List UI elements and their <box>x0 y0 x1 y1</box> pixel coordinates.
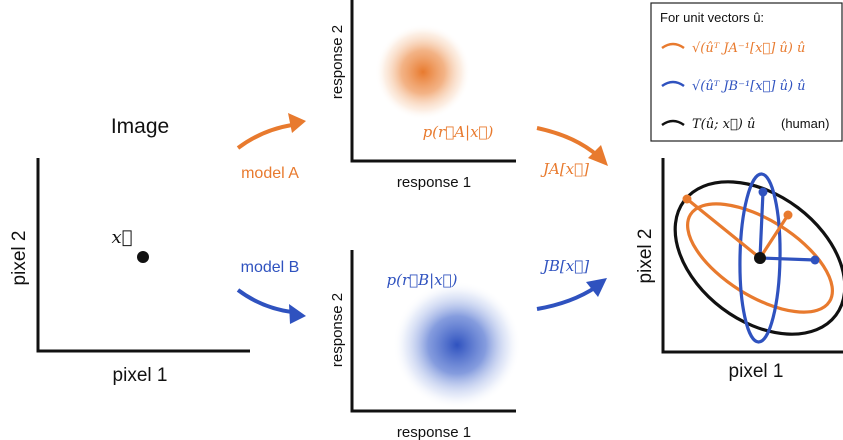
legend-entry-b: √(ûᵀ JB⁻¹[x⃗] û) û <box>692 79 806 94</box>
image-axes <box>36 158 250 353</box>
response-panel-b: response 1 response 2 p(r⃗B|x⃗) <box>329 250 521 440</box>
image-point <box>137 251 149 263</box>
result-center-point <box>754 252 766 264</box>
distribution-a-blob <box>375 24 471 120</box>
model-b-vector-2 <box>759 256 816 262</box>
image-ylabel: pixel 2 <box>9 231 30 286</box>
response-b-xlabel: response 1 <box>397 424 471 440</box>
legend-entry-a: √(ûᵀ JA⁻¹[x⃗] û) û <box>692 41 805 56</box>
image-xlabel: pixel 1 <box>113 365 168 386</box>
model-a-arrow: model A <box>236 113 306 182</box>
distribution-a-label: p(r⃗A|x⃗) <box>423 123 494 141</box>
jacobian-a-arrowhead <box>588 145 608 166</box>
legend-swatch-b <box>661 80 685 88</box>
legend-entry-human: T(û; x⃗) û <box>692 117 755 132</box>
model-b-vector-tip-1 <box>758 187 768 197</box>
legend-swatch-a <box>661 42 685 50</box>
model-a-vector-1 <box>685 197 762 260</box>
model-a-arrowhead <box>288 113 306 133</box>
model-a-vector-2 <box>758 214 790 259</box>
result-xlabel: pixel 1 <box>729 361 784 382</box>
result-axes <box>661 158 843 354</box>
response-a-axes <box>350 0 516 163</box>
model-a-label: model A <box>241 165 299 182</box>
legend-box <box>650 2 843 142</box>
distribution-b-label: p(r⃗B|x⃗) <box>386 271 457 289</box>
result-ylabel: pixel 2 <box>635 229 656 284</box>
legend-title: For unit vectors û: <box>660 10 764 25</box>
response-a-ylabel: response 2 <box>329 25 346 99</box>
model-b-vector-tip-2 <box>810 255 820 265</box>
model-a-vector-tip-2 <box>783 210 793 220</box>
jacobian-a-label: JA[x⃗] <box>540 160 589 178</box>
response-panel-a: response 1 response 2 p(r⃗A|x⃗) <box>329 0 516 191</box>
jacobian-b-arrow: JB[x⃗] <box>536 257 607 311</box>
jacobian-a-arrow: JA[x⃗] <box>536 126 608 178</box>
legend-swatch-human <box>661 119 685 127</box>
image-panel: Image pixel 1 pixel 2 x⃗ <box>9 115 250 386</box>
image-point-label: x⃗ <box>112 227 133 248</box>
response-a-xlabel: response 1 <box>397 174 471 191</box>
response-b-ylabel: response 2 <box>329 293 346 367</box>
legend: For unit vectors û: √(ûᵀ JA⁻¹[x⃗] û) û √… <box>650 2 843 142</box>
jacobian-b-label: JB[x⃗] <box>540 257 589 275</box>
model-b-arrowhead <box>289 304 306 324</box>
model-b-label: model B <box>241 259 300 276</box>
model-a-vector-tip-1 <box>682 194 692 204</box>
model-b-arrow: model B <box>236 259 306 324</box>
result-panel: pixel 1 pixel 2 <box>635 158 843 382</box>
response-b-axes <box>350 250 516 413</box>
image-title: Image <box>111 115 169 138</box>
model-b-vector-1 <box>758 191 765 259</box>
legend-entry-human-suffix: (human) <box>781 116 829 131</box>
jacobian-b-arrowhead <box>586 278 607 297</box>
distribution-b-blob <box>393 281 521 409</box>
